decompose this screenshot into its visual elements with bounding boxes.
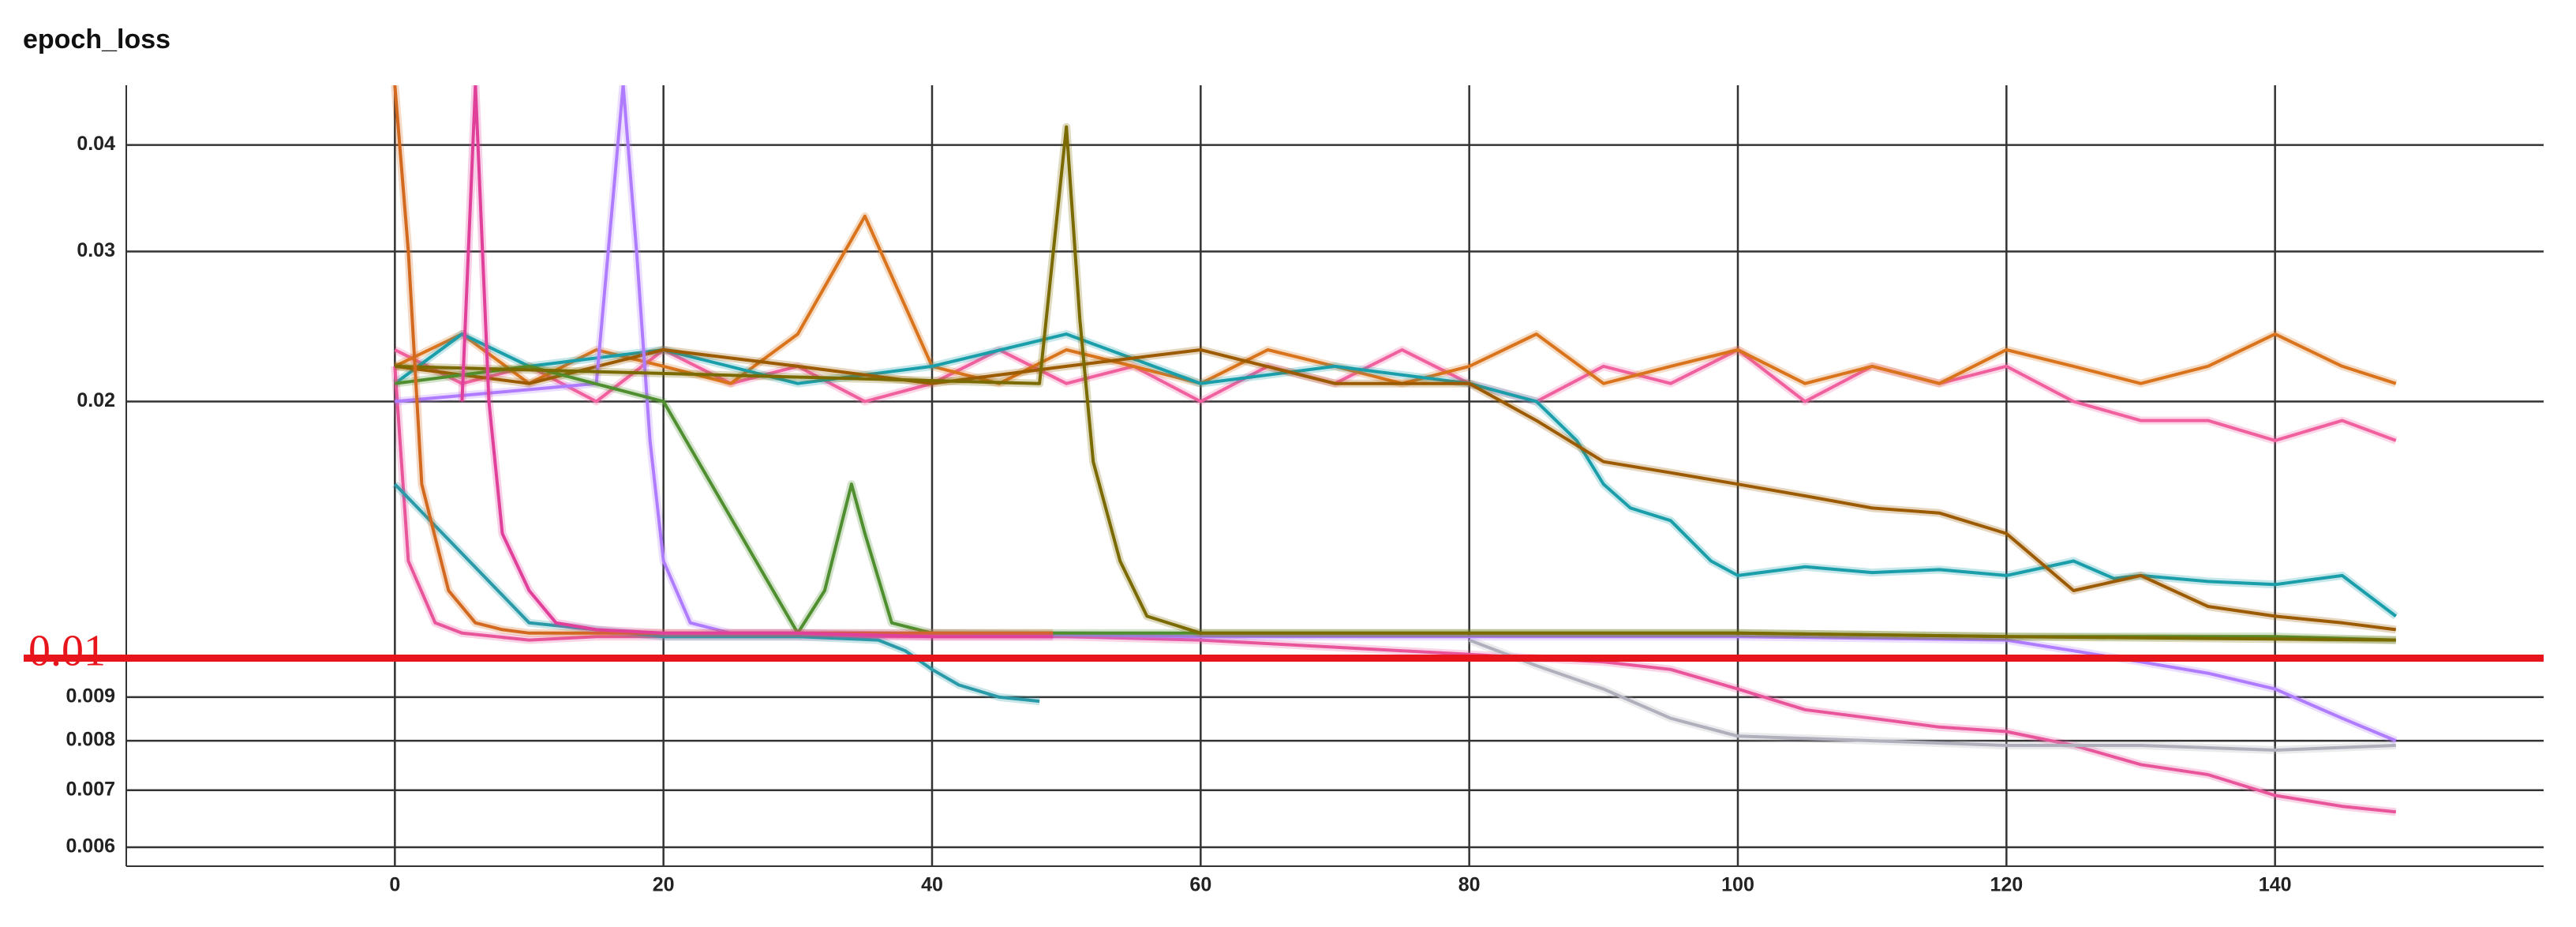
plot-lines [391, 85, 2398, 816]
x-tick-label: 40 [921, 874, 943, 896]
loss-line [395, 125, 2396, 642]
x-tick-label: 120 [1990, 874, 2023, 896]
x-tick-label: 80 [1458, 874, 1481, 896]
x-tick-label: 60 [1189, 874, 1211, 896]
y-tick-label: 0.008 [66, 729, 115, 751]
loss-line-halo [394, 346, 2397, 634]
y-tick-label: 0.04 [77, 133, 115, 155]
y-tick-label: 0.03 [77, 239, 115, 261]
x-tick-label: 0 [389, 874, 400, 896]
x-tick-label: 140 [2259, 874, 2292, 896]
loss-line-halo [393, 346, 2398, 445]
loss-line [1468, 638, 2396, 752]
loss-line [395, 85, 2397, 742]
loss-line [393, 482, 1040, 704]
reference-label: 0.01 [28, 626, 106, 675]
loss-line [395, 348, 2397, 632]
loss-line-halo [391, 481, 1040, 706]
loss-line [460, 85, 1054, 639]
y-tick-label: 0.006 [66, 835, 115, 858]
chart-title: epoch_loss [23, 24, 170, 54]
loss-line-halo [394, 85, 2398, 745]
x-tick-label: 20 [653, 874, 675, 896]
y-tick-label: 0.009 [66, 685, 115, 707]
y-tick-label: 0.007 [66, 778, 115, 800]
y-tick-label: 0.02 [77, 389, 115, 411]
x-tick-label: 100 [1721, 874, 1754, 896]
